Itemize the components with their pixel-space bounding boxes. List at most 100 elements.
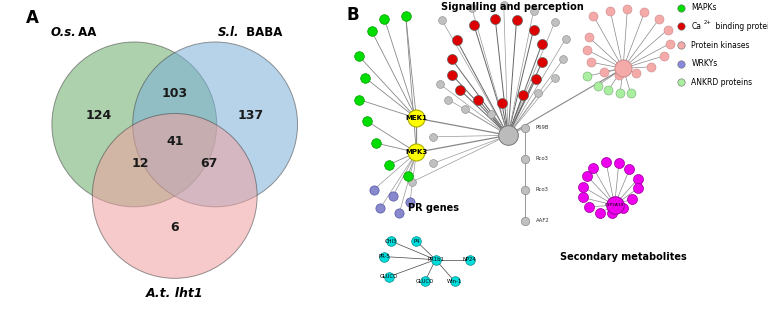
Point [674, 61, 687, 66]
Text: O.s.: O.s. [51, 26, 76, 39]
Point [536, 41, 548, 46]
Point [404, 200, 416, 205]
Point [606, 211, 618, 216]
Text: MAPKs: MAPKs [691, 3, 717, 12]
Point [406, 179, 419, 184]
Point [530, 77, 542, 82]
Point [604, 8, 617, 13]
Point [454, 88, 466, 93]
Point [435, 18, 448, 23]
Point [374, 206, 386, 211]
Point [410, 116, 422, 121]
Text: 2+: 2+ [704, 20, 712, 25]
Point [548, 75, 561, 80]
Point [653, 16, 665, 21]
Point [434, 81, 446, 86]
Point [608, 203, 621, 208]
Text: MPK3: MPK3 [406, 149, 428, 156]
Point [519, 187, 531, 192]
Text: P69B: P69B [536, 125, 549, 130]
Text: AAF2: AAF2 [536, 218, 549, 223]
Text: 103: 103 [161, 87, 188, 100]
Point [662, 27, 674, 32]
Point [385, 239, 397, 244]
Circle shape [52, 42, 217, 207]
Text: Protein kinases: Protein kinases [691, 41, 750, 49]
Point [674, 5, 687, 10]
Text: Ca: Ca [691, 22, 701, 31]
Point [664, 41, 676, 46]
Point [577, 184, 589, 189]
Point [399, 13, 412, 18]
Text: A: A [25, 9, 38, 27]
Text: A.t. lht1: A.t. lht1 [146, 287, 204, 300]
Point [536, 60, 548, 65]
Point [531, 91, 544, 96]
Point [410, 239, 422, 244]
Point [485, 111, 497, 116]
Circle shape [92, 114, 257, 278]
Text: WRKYs: WRKYs [691, 59, 717, 68]
Point [445, 57, 458, 62]
Point [674, 24, 687, 29]
Text: 67: 67 [200, 157, 217, 170]
Point [591, 83, 604, 88]
Point [419, 279, 431, 284]
Point [361, 119, 373, 124]
Point [583, 35, 595, 40]
Text: 41: 41 [166, 135, 184, 148]
Point [368, 187, 380, 192]
Point [427, 134, 439, 139]
Point [353, 53, 365, 58]
Text: B: B [346, 6, 359, 24]
Point [382, 274, 395, 279]
Point [602, 88, 614, 93]
Point [559, 36, 571, 41]
Point [624, 91, 637, 96]
Text: BABA: BABA [242, 26, 282, 39]
Point [449, 279, 461, 284]
Text: binding proteins: binding proteins [713, 22, 768, 31]
Point [402, 173, 414, 178]
Point [617, 206, 629, 211]
Text: S.l.: S.l. [218, 26, 240, 39]
Point [498, 2, 510, 7]
Point [558, 57, 570, 62]
Text: 12: 12 [132, 157, 149, 170]
Point [613, 161, 625, 166]
Point [638, 10, 650, 15]
Point [353, 97, 365, 102]
Point [632, 186, 644, 191]
Text: GLUCO: GLUCO [415, 279, 434, 284]
Point [511, 18, 523, 23]
Point [528, 27, 540, 32]
Point [644, 64, 657, 69]
Point [600, 159, 612, 164]
Point [581, 74, 593, 79]
Text: P4: P4 [413, 239, 419, 244]
Point [359, 75, 372, 80]
Point [429, 257, 442, 262]
Point [465, 5, 478, 10]
Point [427, 161, 439, 166]
Point [585, 60, 598, 65]
Point [519, 125, 531, 130]
Point [495, 100, 508, 105]
Point [387, 193, 399, 198]
Text: CYP2A10: CYP2A10 [605, 203, 624, 207]
Point [581, 173, 593, 178]
Text: 6: 6 [170, 220, 179, 234]
Point [442, 97, 455, 102]
Point [583, 204, 595, 209]
Point [378, 16, 390, 21]
Text: AA: AA [74, 26, 96, 39]
Text: Win-1: Win-1 [447, 279, 462, 284]
Point [617, 66, 629, 71]
Point [577, 195, 589, 200]
Point [472, 97, 485, 102]
Point [548, 19, 561, 24]
Point [621, 7, 634, 12]
Point [502, 133, 514, 138]
Text: NP24: NP24 [463, 257, 476, 262]
Point [463, 257, 475, 262]
